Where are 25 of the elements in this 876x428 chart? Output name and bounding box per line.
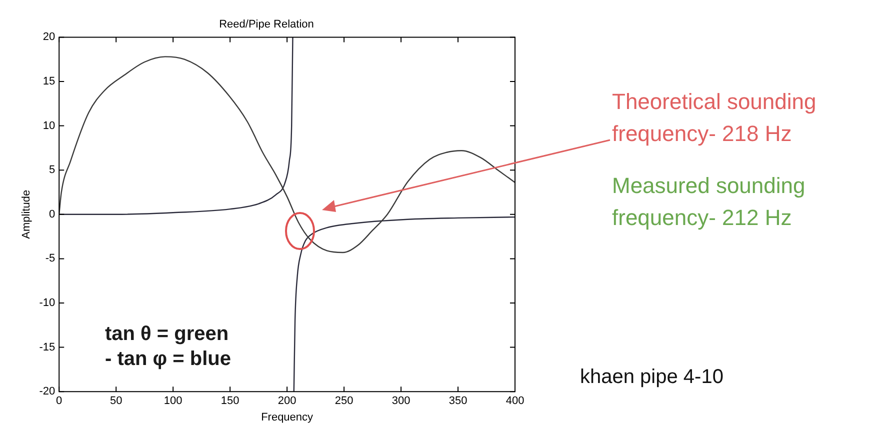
y-tick-label: -15 bbox=[39, 341, 56, 354]
y-tick-label: 10 bbox=[42, 120, 56, 132]
x-tick-label: 50 bbox=[110, 395, 122, 408]
text: Measured sounding frequency- 212 Hz bbox=[612, 172, 806, 232]
text: khaen pipe 4-10 bbox=[580, 365, 724, 390]
y-tick-label: 15 bbox=[42, 76, 56, 88]
x-tick-label: 100 bbox=[164, 395, 182, 408]
annotation: tan θ = green - tan φ = blue bbox=[105, 322, 231, 372]
x-tick-label: 250 bbox=[334, 395, 354, 408]
y-tick-label: -20 bbox=[39, 386, 56, 398]
x-tick-label: 350 bbox=[448, 395, 468, 408]
x-tick-label: 150 bbox=[220, 395, 240, 408]
y-axis-title: Amplitude bbox=[20, 190, 33, 239]
y-tick-label: 0 bbox=[48, 208, 56, 220]
x-tick-label: 400 bbox=[506, 395, 524, 408]
y-tick-label: -5 bbox=[45, 252, 56, 265]
y-tick-label: 5 bbox=[48, 164, 56, 176]
text: Theoretical sounding frequency- 218 Hz bbox=[612, 88, 816, 148]
y-tick-label: 20 bbox=[42, 31, 56, 44]
x-tick-label: 200 bbox=[278, 395, 296, 408]
line-series bbox=[59, 56, 515, 254]
x-tick-label: 300 bbox=[392, 395, 410, 408]
chart-title: Reed/Pipe Relation bbox=[219, 18, 314, 31]
y-tick-label: -10 bbox=[39, 297, 56, 310]
x-axis-title: Frequency bbox=[261, 411, 314, 424]
